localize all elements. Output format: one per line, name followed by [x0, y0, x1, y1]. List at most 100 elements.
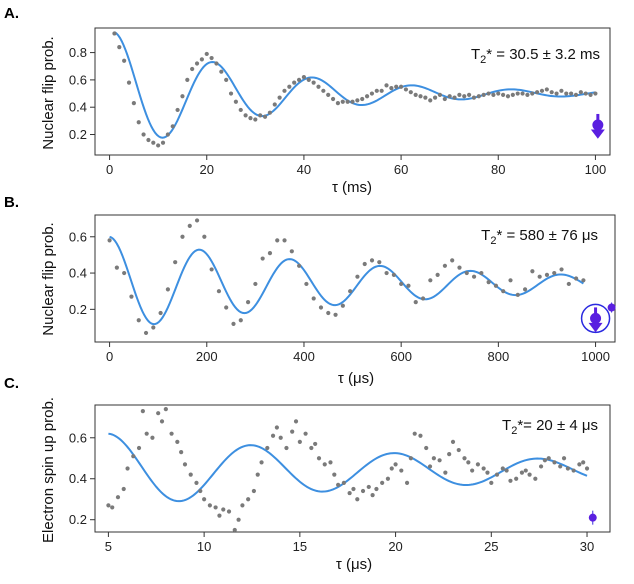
panel-b-y-tick-label-0.4: 0.4 [69, 266, 87, 281]
panel-a-data-point [442, 96, 447, 102]
panel-c-data-point [374, 486, 379, 492]
panel-b-data-point [559, 267, 564, 272]
panel-c-data-point [198, 488, 203, 494]
panel-b-data-point [399, 281, 404, 287]
panel-a-t2-prefix: T [471, 46, 480, 63]
panel-b-marker-ring [580, 303, 611, 334]
panel-a-data-point [389, 85, 394, 91]
panel-a-data-point [496, 91, 501, 96]
panel-b-data-point [442, 263, 448, 268]
panel-a-data-point [126, 80, 132, 85]
panel-b-data-point [122, 270, 127, 276]
panel-b-x-tick-label-1000: 1000 [581, 349, 610, 364]
panel-b-data-point [180, 234, 185, 239]
panel-b-data-point [238, 318, 243, 323]
panel-c-x-tick-label-15: 15 [293, 539, 307, 554]
panel-b-x-tick-label-800: 800 [488, 349, 510, 364]
panel-b-t2-value: * = 580 ± 76 μs [496, 227, 598, 244]
panel-c-data-point [427, 464, 433, 469]
panel-a-data-point [535, 90, 540, 95]
panel-b-data-point [508, 278, 513, 283]
panel-a-data-point [515, 91, 520, 96]
panel-c-data-point [475, 462, 480, 467]
panel-a-data-point [170, 124, 175, 129]
panel-b-y-tick-label-0.2: 0.2 [69, 302, 87, 317]
panel-b-data-point [574, 276, 579, 281]
panel-c-data-point [450, 439, 456, 444]
panel-c-data-point [347, 490, 352, 496]
panel-b-data-point [471, 274, 477, 279]
panel-c-data-point [297, 439, 302, 444]
panel-c-data-point [303, 431, 308, 436]
panel-a-data-point [418, 94, 423, 99]
panel-c-data-point [470, 468, 475, 473]
panel-a-data-point [408, 90, 413, 95]
panel-c-data-point [389, 466, 394, 471]
panel-b-data-point [420, 296, 426, 301]
panel-a-data-points [112, 31, 598, 148]
panel-c-data-point [466, 460, 471, 465]
panel-b-data-point [267, 251, 273, 256]
panel-c-data-point [533, 476, 538, 481]
panel-a-data-point [204, 51, 209, 57]
panel-a-data-point [510, 92, 515, 98]
panel-a-plot-frame [94, 27, 611, 156]
panel-c-data-point [456, 447, 461, 453]
panel-c-x-tick-label-30: 30 [580, 539, 594, 554]
panel-b-data-point [275, 238, 280, 243]
panel-c-y-tick-label-0.6: 0.6 [69, 430, 87, 445]
panel-a-data-point [583, 91, 588, 96]
panel-a-data-point [403, 87, 409, 92]
panel-c-data-point [561, 456, 567, 461]
panel-a-data-point [471, 95, 477, 100]
panel-c-data-point [336, 482, 341, 487]
panel-b-side-marker-dot [607, 303, 616, 312]
panel-b-data-point [406, 283, 411, 288]
panel-b-plot-frame [94, 214, 616, 343]
panel-b-data-point [428, 278, 433, 283]
panel-a-data-point [491, 92, 496, 98]
panel-a-data-point [360, 96, 365, 102]
panel-b-data-point [297, 263, 302, 268]
panel-a-data-point [228, 91, 234, 96]
panel-c-data-point [194, 480, 199, 485]
panel-a-data-point [311, 80, 316, 85]
panel-c-data-point [385, 476, 391, 481]
panel-a-data-point [340, 99, 345, 104]
panel-a-data-point [190, 66, 195, 72]
panel-b-t2-annotation: T2* = 580 ± 76 μs [481, 227, 598, 247]
panel-a-marker-arrow-head [590, 129, 605, 139]
panel-a-data-point [549, 90, 554, 95]
panel-b-data-point [187, 223, 192, 228]
panel-a-data-point [194, 61, 200, 66]
panel-a-data-point [530, 91, 535, 96]
panel-c-data-point [110, 505, 115, 510]
panel-a-data-point [413, 92, 418, 98]
panel-a-data-point [573, 92, 579, 98]
panel-a-data-point [350, 99, 355, 104]
panel-b-data-point [136, 318, 141, 323]
panel-a-data-point [505, 94, 511, 99]
panel-c-data-point [408, 456, 413, 461]
panel-c-data-point [489, 480, 494, 485]
panel-b-x-ticks: 0 200 400 600 800 1000 [106, 342, 610, 364]
panel-a-data-point [559, 88, 564, 93]
panel-a-data-point [457, 92, 462, 98]
panel-c-t2-annotation: T2*= 20 ± 4 μs [502, 417, 598, 437]
panel-c-marker [588, 510, 597, 525]
panel-b-data-point [216, 289, 222, 294]
panel-b-data-point [107, 238, 112, 243]
panel-c-data-point [538, 464, 544, 469]
panel-b-data-point [209, 267, 214, 272]
panel-c-data-point [481, 466, 486, 471]
panel-b-data-point [362, 261, 367, 267]
panel-c-data-point [404, 480, 410, 485]
panel-c-data-point [156, 411, 161, 416]
panel-c-data-point [485, 470, 490, 475]
panel-a-data-point [253, 117, 258, 122]
panel-a-fit-line [113, 31, 596, 139]
panel-c-data-point [236, 517, 241, 522]
panel-c-data-point [508, 478, 513, 483]
panel-b-data-point [391, 272, 396, 277]
panel-c-data-point [355, 497, 360, 502]
